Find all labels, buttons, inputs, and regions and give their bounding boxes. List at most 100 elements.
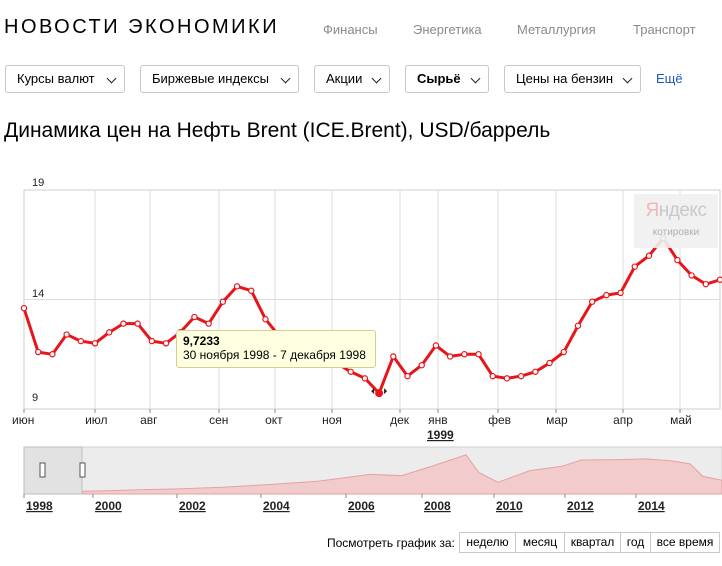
data-point (517, 372, 525, 380)
data-point (475, 351, 482, 358)
watermark-sub: котировки (652, 227, 700, 238)
dropdown-label: Сырьё (417, 71, 461, 86)
data-point (418, 362, 425, 369)
x-tick-label-9: мар (546, 413, 568, 427)
period-month-button[interactable]: месяц (515, 532, 565, 553)
topnav-metallurgy-link[interactable]: Металлургия (517, 22, 596, 37)
navigator-area-series (81, 454, 722, 495)
period-label: Посмотреть график за: (327, 536, 455, 550)
nav-year-label-2[interactable]: 2002 (179, 499, 206, 513)
data-point (588, 298, 596, 305)
data-point (248, 287, 255, 294)
data-point (63, 331, 70, 338)
data-point (432, 342, 440, 349)
period-quarter-button[interactable]: квартал (564, 532, 621, 553)
dropdown-label: Цены на бензин (516, 71, 614, 86)
topnav-energy-link[interactable]: Энергетика (413, 22, 482, 37)
data-point (645, 252, 653, 259)
stock-indices-dropdown[interactable]: Биржевые индексы (140, 65, 299, 93)
dropdown-label: Биржевые индексы (152, 71, 269, 86)
x-tick-label-1: июл (85, 413, 107, 427)
data-point (233, 283, 241, 290)
navigator-handle-0[interactable] (39, 462, 46, 478)
data-point (688, 272, 695, 279)
data-point (162, 340, 170, 347)
nav-year-label-3[interactable]: 2004 (263, 499, 290, 513)
data-point (347, 368, 354, 375)
y-tick-label-0: 9 (32, 392, 38, 404)
data-point (674, 256, 681, 264)
data-point (446, 353, 454, 360)
nav-year-label-4[interactable]: 2006 (348, 499, 375, 513)
data-point (617, 289, 624, 297)
currency-rates-dropdown[interactable]: Курсы валют (5, 65, 125, 93)
navigator-selection (23, 446, 83, 495)
period-year-button[interactable]: год (620, 532, 651, 553)
data-point (219, 298, 227, 305)
nav-year-label-6[interactable]: 2010 (496, 499, 523, 513)
topnav-finance-link[interactable]: Финансы (323, 22, 378, 37)
data-point (20, 305, 28, 312)
top-navigation: Финансы Энергетика Металлургия Транспорт (0, 22, 722, 42)
data-point (262, 316, 269, 323)
x-tick-label-8: фев (488, 413, 511, 427)
nav-year-label-5[interactable]: 2008 (424, 499, 451, 513)
x-year-label: 1999 (427, 428, 454, 442)
data-point (603, 291, 610, 299)
chart-title: Динамика цен на Нефть Brent (ICE.Brent),… (4, 119, 551, 142)
highlight-point (375, 389, 384, 398)
x-tick-label-7: янв (428, 413, 448, 427)
data-point (546, 359, 553, 367)
data-point (702, 280, 709, 288)
data-point (35, 348, 42, 356)
data-point (716, 276, 722, 283)
data-point (574, 322, 582, 329)
data-point (489, 372, 496, 380)
commodities-dropdown[interactable]: Сырьё (405, 65, 489, 93)
page-header-title: НОВОСТИ ЭКОНОМИКИ (4, 16, 280, 38)
data-point (91, 340, 99, 347)
tooltip-dates: 30 ноября 1998 - 7 декабря 1998 (183, 348, 366, 362)
data-point (361, 375, 369, 382)
x-tick-label-0: июн (12, 413, 34, 427)
period-week-button[interactable]: неделю (459, 532, 516, 553)
data-point (205, 320, 212, 327)
y-tick-label-1: 14 (32, 288, 44, 300)
x-tick-label-5: ноя (322, 413, 342, 427)
data-point (390, 353, 397, 360)
x-tick-label-2: авг (140, 413, 158, 427)
more-link[interactable]: Ещё (656, 71, 683, 86)
data-point (560, 348, 567, 356)
period-all-time-button[interactable]: все время (650, 532, 720, 553)
fuel-prices-dropdown[interactable]: Цены на бензин (504, 65, 641, 93)
x-tick-label-3: сен (209, 413, 228, 427)
data-point (631, 263, 638, 270)
nav-year-label-8[interactable]: 2014 (638, 499, 665, 513)
data-point (49, 351, 56, 358)
nav-year-label-1[interactable]: 2000 (95, 499, 122, 513)
data-point (503, 375, 511, 382)
topnav-transport-link[interactable]: Транспорт (633, 22, 696, 37)
period-selector: Посмотреть график за: неделю месяц кварт… (0, 532, 722, 553)
data-point (461, 351, 468, 358)
data-point (106, 329, 113, 336)
data-point (532, 368, 539, 375)
stocks-dropdown[interactable]: Акции (314, 65, 390, 93)
x-tick-label-4: окт (265, 413, 283, 427)
nav-year-label-0[interactable]: 1998 (26, 499, 53, 513)
tooltip-value: 9,7233 (183, 334, 220, 348)
data-point (134, 320, 141, 327)
data-point (191, 313, 198, 321)
data-point (148, 337, 156, 345)
chart-tooltip: 9,7233 30 ноября 1998 - 7 декабря 1998 (176, 330, 376, 368)
y-tick-label-2: 19 (32, 177, 44, 189)
watermark-brand-first: Я (645, 200, 660, 221)
navigator-handle-1[interactable] (79, 462, 86, 478)
dropdown-label: Акции (326, 71, 363, 86)
x-tick-label-11: май (670, 413, 692, 427)
x-tick-label-6: дек (390, 413, 410, 427)
nav-year-label-7[interactable]: 2012 (567, 499, 594, 513)
data-point (77, 337, 85, 345)
yandex-watermark: Яндекс котировки (634, 194, 718, 248)
